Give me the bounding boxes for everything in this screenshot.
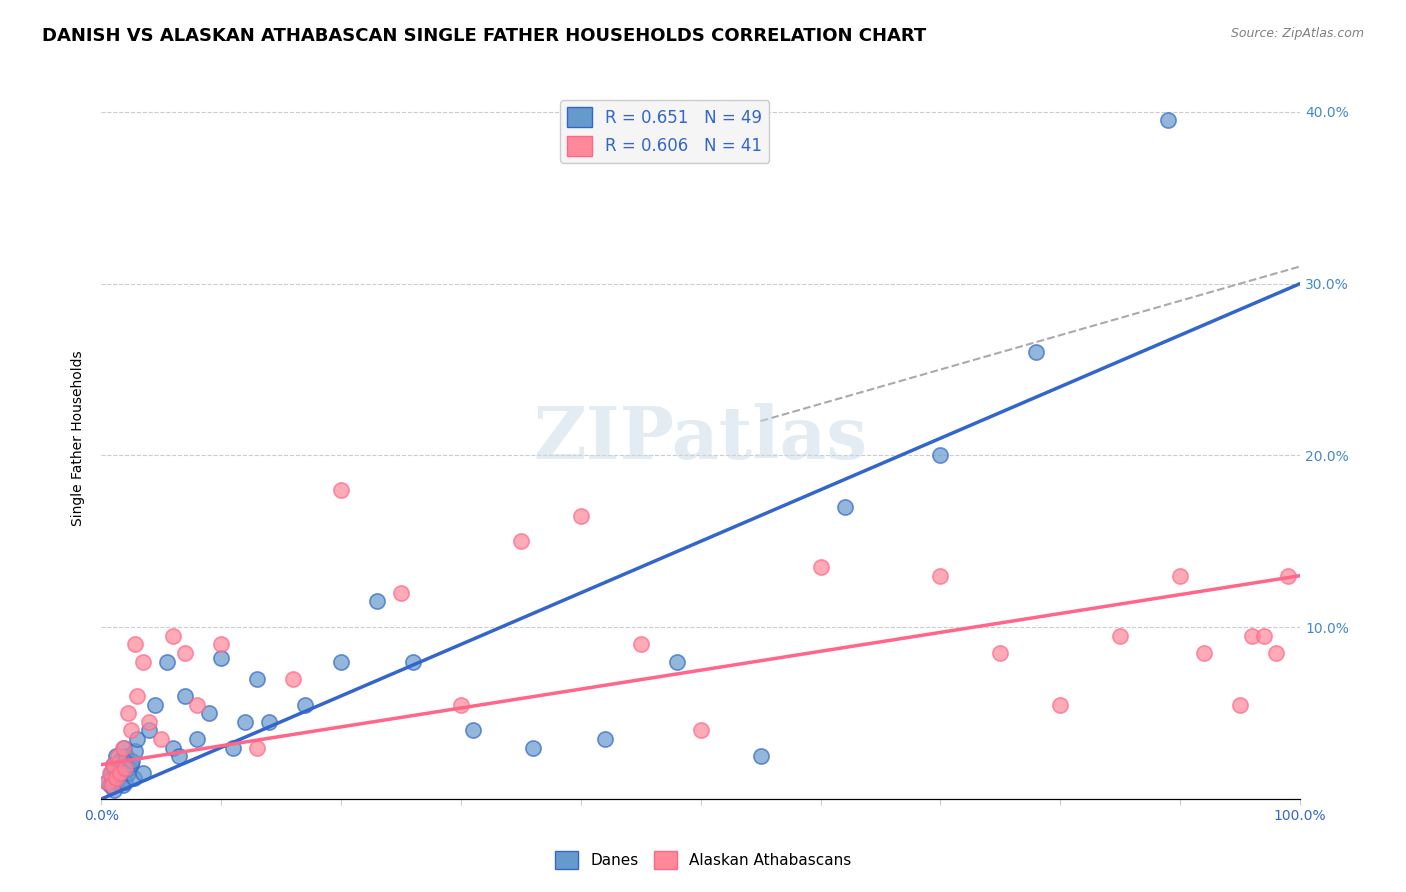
Point bbox=[108, 761, 131, 775]
Point bbox=[450, 698, 472, 712]
Point bbox=[366, 594, 388, 608]
Point bbox=[1157, 113, 1180, 128]
Point bbox=[1025, 345, 1047, 359]
Point bbox=[111, 740, 134, 755]
Point bbox=[246, 672, 269, 686]
Point bbox=[509, 534, 531, 549]
Point bbox=[96, 775, 118, 789]
Point bbox=[114, 761, 136, 775]
Point bbox=[118, 761, 141, 775]
Point bbox=[222, 740, 245, 755]
Point bbox=[117, 706, 139, 721]
Point bbox=[1265, 646, 1288, 660]
Point bbox=[569, 508, 592, 523]
Point bbox=[1229, 698, 1251, 712]
Point bbox=[110, 766, 132, 780]
Point bbox=[103, 783, 125, 797]
Point bbox=[104, 772, 127, 786]
Y-axis label: Single Father Households: Single Father Households bbox=[72, 351, 86, 526]
Point bbox=[120, 723, 142, 738]
Point bbox=[689, 723, 711, 738]
Point bbox=[988, 646, 1011, 660]
Point bbox=[162, 629, 184, 643]
Point bbox=[103, 757, 125, 772]
Point bbox=[150, 731, 173, 746]
Text: DANISH VS ALASKAN ATHABASCAN SINGLE FATHER HOUSEHOLDS CORRELATION CHART: DANISH VS ALASKAN ATHABASCAN SINGLE FATH… bbox=[42, 27, 927, 45]
Point bbox=[1109, 629, 1132, 643]
Point bbox=[121, 754, 143, 768]
Point bbox=[749, 749, 772, 764]
Point bbox=[98, 778, 121, 792]
Point bbox=[1192, 646, 1215, 660]
Legend: R = 0.651   N = 49, R = 0.606   N = 41: R = 0.651 N = 49, R = 0.606 N = 41 bbox=[561, 100, 769, 162]
Point bbox=[100, 766, 122, 780]
Point bbox=[127, 689, 149, 703]
Point bbox=[257, 714, 280, 729]
Point bbox=[107, 749, 129, 764]
Point bbox=[929, 568, 952, 582]
Point bbox=[461, 723, 484, 738]
Point bbox=[1253, 629, 1275, 643]
Point bbox=[167, 749, 190, 764]
Point bbox=[389, 586, 412, 600]
Point bbox=[1277, 568, 1299, 582]
Point bbox=[115, 749, 138, 764]
Point bbox=[132, 655, 155, 669]
Point bbox=[101, 778, 124, 792]
Point bbox=[330, 655, 353, 669]
Point bbox=[96, 775, 118, 789]
Point bbox=[132, 766, 155, 780]
Point bbox=[593, 731, 616, 746]
Point bbox=[124, 637, 146, 651]
Point bbox=[330, 483, 353, 497]
Point bbox=[1241, 629, 1264, 643]
Point bbox=[104, 749, 127, 764]
Point bbox=[103, 757, 125, 772]
Point bbox=[174, 646, 197, 660]
Point bbox=[1049, 698, 1071, 712]
Point bbox=[209, 637, 232, 651]
Point bbox=[522, 740, 544, 755]
Point bbox=[143, 698, 166, 712]
Point bbox=[1168, 568, 1191, 582]
Point bbox=[233, 714, 256, 729]
Point bbox=[122, 772, 145, 786]
Text: Source: ZipAtlas.com: Source: ZipAtlas.com bbox=[1230, 27, 1364, 40]
Point bbox=[209, 651, 232, 665]
Point bbox=[112, 740, 135, 755]
Point bbox=[110, 754, 132, 768]
Point bbox=[246, 740, 269, 755]
Point bbox=[127, 731, 149, 746]
Point bbox=[198, 706, 221, 721]
Point bbox=[402, 655, 425, 669]
Point bbox=[186, 731, 208, 746]
Point bbox=[111, 778, 134, 792]
Point bbox=[665, 655, 688, 669]
Point bbox=[114, 775, 136, 789]
Point bbox=[105, 775, 128, 789]
Point bbox=[110, 766, 132, 780]
Point bbox=[810, 560, 832, 574]
Point bbox=[120, 757, 142, 772]
Text: ZIPatlas: ZIPatlas bbox=[534, 403, 868, 474]
Point bbox=[117, 766, 139, 780]
Point bbox=[294, 698, 316, 712]
Point bbox=[834, 500, 856, 514]
Point bbox=[630, 637, 652, 651]
Point bbox=[101, 772, 124, 786]
Point bbox=[162, 740, 184, 755]
Point bbox=[929, 449, 952, 463]
Point bbox=[138, 723, 160, 738]
Point bbox=[174, 689, 197, 703]
Point bbox=[124, 744, 146, 758]
Point bbox=[186, 698, 208, 712]
Point bbox=[98, 766, 121, 780]
Point bbox=[281, 672, 304, 686]
Point bbox=[156, 655, 179, 669]
Legend: Danes, Alaskan Athabascans: Danes, Alaskan Athabascans bbox=[548, 845, 858, 875]
Point bbox=[138, 714, 160, 729]
